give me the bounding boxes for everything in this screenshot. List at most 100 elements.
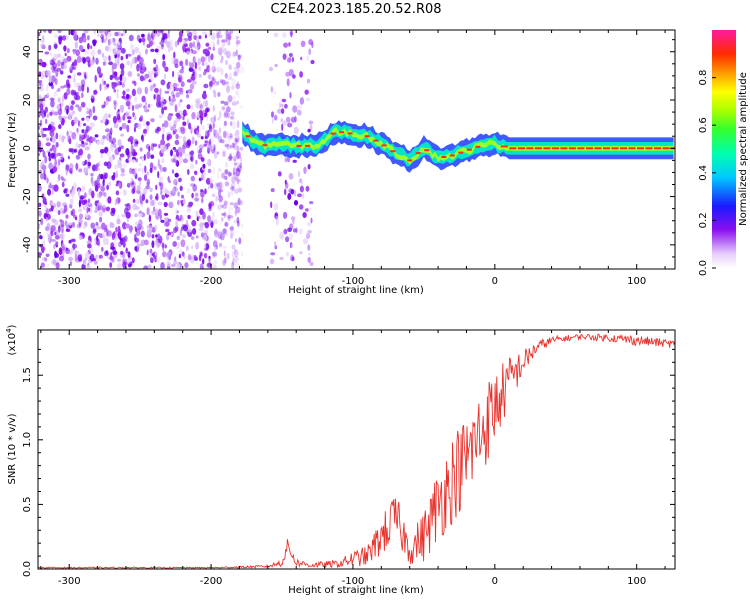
noise-speckle — [229, 145, 232, 149]
noise-speckle — [214, 228, 218, 235]
noise-speckle — [214, 182, 220, 190]
noise-speckle — [222, 149, 227, 154]
noise-speckle — [175, 92, 180, 98]
noise-speckle — [211, 65, 215, 70]
noise-speckle — [221, 172, 226, 179]
noise-speckle — [65, 193, 70, 197]
noise-speckle — [57, 97, 61, 103]
noise-speckle — [159, 213, 162, 221]
noise-speckle — [134, 47, 140, 54]
noise-speckle — [178, 135, 183, 139]
noise-speckle — [203, 252, 208, 259]
noise-speckle — [114, 76, 120, 81]
noise-speckle — [222, 79, 227, 88]
noise-speckle — [114, 164, 118, 170]
noise-speckle — [219, 189, 223, 193]
noise-speckle — [94, 134, 99, 138]
noise-speckle — [76, 72, 82, 76]
noise-speckle — [87, 153, 91, 160]
noise-speckle — [185, 245, 189, 252]
noise-speckle — [111, 82, 116, 90]
noise-speckle — [139, 75, 145, 82]
noise-speckle — [213, 245, 218, 251]
noise-speckle — [150, 257, 154, 264]
noise-speckle — [179, 185, 183, 191]
signal-core — [517, 147, 525, 150]
noise-speckle — [230, 111, 235, 116]
noise-speckle — [175, 151, 180, 157]
noise-speckle — [307, 164, 311, 170]
noise-speckle — [50, 225, 56, 232]
signal-core — [339, 131, 345, 134]
noise-speckle — [281, 98, 287, 103]
noise-speckle — [219, 138, 223, 144]
noise-speckle — [115, 170, 119, 179]
noise-speckle — [229, 215, 234, 219]
noise-speckle — [229, 72, 232, 79]
noise-speckle — [154, 208, 159, 216]
noise-speckle — [187, 89, 193, 94]
noise-speckle — [306, 231, 310, 237]
noise-speckle — [44, 257, 48, 262]
noise-speckle — [203, 143, 207, 147]
noise-speckle — [126, 218, 129, 223]
noise-speckle — [61, 245, 66, 251]
noise-speckle — [53, 111, 59, 116]
noise-speckle — [86, 86, 89, 94]
noise-speckle — [153, 73, 157, 78]
noise-speckle — [134, 56, 138, 64]
noise-speckle — [57, 159, 61, 166]
noise-speckle — [166, 260, 172, 267]
noise-speckle — [204, 188, 207, 195]
noise-speckle — [45, 216, 49, 222]
noise-speckle — [274, 114, 278, 121]
signal-core — [500, 145, 508, 148]
noise-speckle — [66, 48, 70, 54]
noise-speckle — [134, 96, 138, 103]
noise-speckle — [156, 126, 160, 134]
noise-speckle — [121, 83, 125, 88]
noise-speckle — [132, 198, 136, 203]
noise-speckle — [232, 166, 238, 175]
noise-speckle — [134, 233, 137, 242]
noise-speckle — [193, 125, 197, 130]
noise-speckle — [61, 35, 67, 41]
noise-speckle — [163, 220, 167, 227]
noise-speckle — [202, 258, 205, 265]
noise-speckle — [130, 144, 134, 152]
noise-speckle — [72, 49, 77, 55]
noise-speckle — [57, 30, 62, 34]
noise-speckle — [299, 185, 304, 193]
noise-speckle — [226, 252, 230, 260]
noise-speckle — [173, 58, 179, 66]
noise-speckle — [109, 175, 112, 181]
noise-speckle — [107, 196, 112, 204]
noise-speckle — [208, 125, 213, 133]
snr-series — [38, 333, 675, 569]
noise-speckle — [101, 104, 105, 109]
noise-speckle — [233, 256, 239, 263]
noise-speckle — [131, 188, 135, 195]
noise-speckle — [183, 224, 188, 232]
noise-speckle — [44, 155, 48, 164]
noise-speckle — [195, 241, 200, 250]
noise-speckle — [207, 144, 213, 152]
noise-speckle — [290, 254, 295, 262]
noise-speckle — [289, 92, 292, 99]
noise-speckle — [208, 55, 211, 63]
noise-speckle — [104, 30, 108, 36]
noise-speckle — [104, 45, 110, 52]
noise-speckle — [191, 112, 196, 120]
noise-speckle — [174, 40, 178, 48]
noise-speckle — [175, 208, 179, 216]
noise-speckle — [40, 72, 44, 80]
noise-speckle — [219, 47, 224, 54]
noise-speckle — [198, 144, 204, 150]
snr-x-label: Height of straight line (km) — [288, 585, 424, 596]
noise-speckle — [233, 142, 237, 150]
noise-speckle — [178, 253, 181, 259]
noise-speckle — [110, 251, 113, 260]
noise-speckle — [81, 140, 85, 145]
noise-speckle — [280, 108, 285, 114]
noise-speckle — [128, 263, 132, 268]
